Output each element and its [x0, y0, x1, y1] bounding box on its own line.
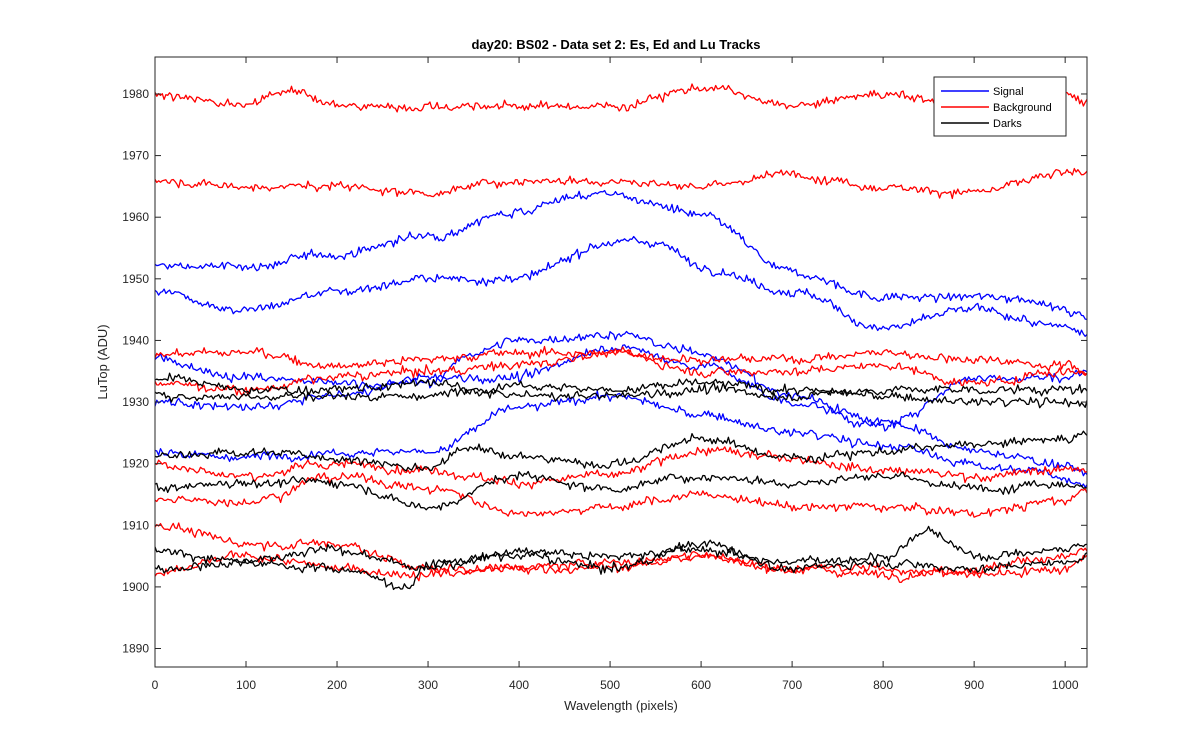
legend: Signal Background Darks: [933, 76, 1067, 137]
series-background-6: [155, 167, 1087, 200]
series-signal-0: [155, 189, 1087, 320]
x-tick-label: 700: [782, 678, 802, 692]
series-darks-14: [155, 378, 1087, 409]
legend-label-signal: Signal: [993, 86, 1024, 98]
legend-label-background: Background: [993, 102, 1052, 114]
y-tick-label: 1950: [122, 272, 149, 286]
y-tick-label: 1960: [122, 210, 149, 224]
y-tick-label: 1930: [122, 395, 149, 409]
series-background-5: [155, 83, 1087, 113]
series-signal-1: [155, 235, 1087, 337]
y-tick-label: 1890: [122, 642, 149, 656]
series-darks-13: [155, 372, 1087, 402]
y-tick-label: 1920: [122, 457, 149, 471]
y-tick-label: 1970: [122, 149, 149, 163]
series-background-9: [155, 446, 1087, 490]
chart-title: day20: BS02 - Data set 2: Es, Ed and Lu …: [471, 37, 760, 52]
series-darks-17: [155, 525, 1087, 571]
x-tick-label: 300: [418, 678, 438, 692]
series-darks-18: [155, 539, 1087, 591]
x-tick-label: 400: [509, 678, 529, 692]
plot-frame: [154, 56, 1088, 668]
y-tick-label: 1910: [122, 518, 149, 532]
y-tick-label: 1900: [122, 580, 149, 594]
series-signal-2: [155, 330, 1087, 477]
series-background-8: [155, 349, 1087, 397]
x-tick-label: 1000: [1052, 678, 1079, 692]
x-tick-label: 500: [600, 678, 620, 692]
series-layer: [155, 83, 1087, 591]
y-axis-label: LuTop (ADU): [95, 324, 110, 399]
y-tick-label: 1940: [122, 333, 149, 347]
x-axis: 0 100 200 300 400 500 600 700 800 900 1000: [152, 57, 1079, 692]
legend-label-darks: Darks: [993, 118, 1022, 130]
x-tick-label: 800: [873, 678, 893, 692]
series-background-7: [155, 345, 1087, 377]
series-darks-16: [155, 470, 1087, 511]
y-tick-label: 1980: [122, 87, 149, 101]
x-tick-label: 600: [691, 678, 711, 692]
x-tick-label: 200: [327, 678, 347, 692]
x-axis-label: Wavelength (pixels): [564, 698, 678, 713]
series-darks-15: [155, 430, 1087, 472]
series-background-11: [155, 522, 1087, 584]
x-tick-label: 0: [152, 678, 159, 692]
y-axis: 1890 1900 1910 1920 1930 1940 1950 1960 1970 1980: [122, 87, 1087, 656]
x-tick-label: 900: [964, 678, 984, 692]
x-tick-label: 100: [236, 678, 256, 692]
